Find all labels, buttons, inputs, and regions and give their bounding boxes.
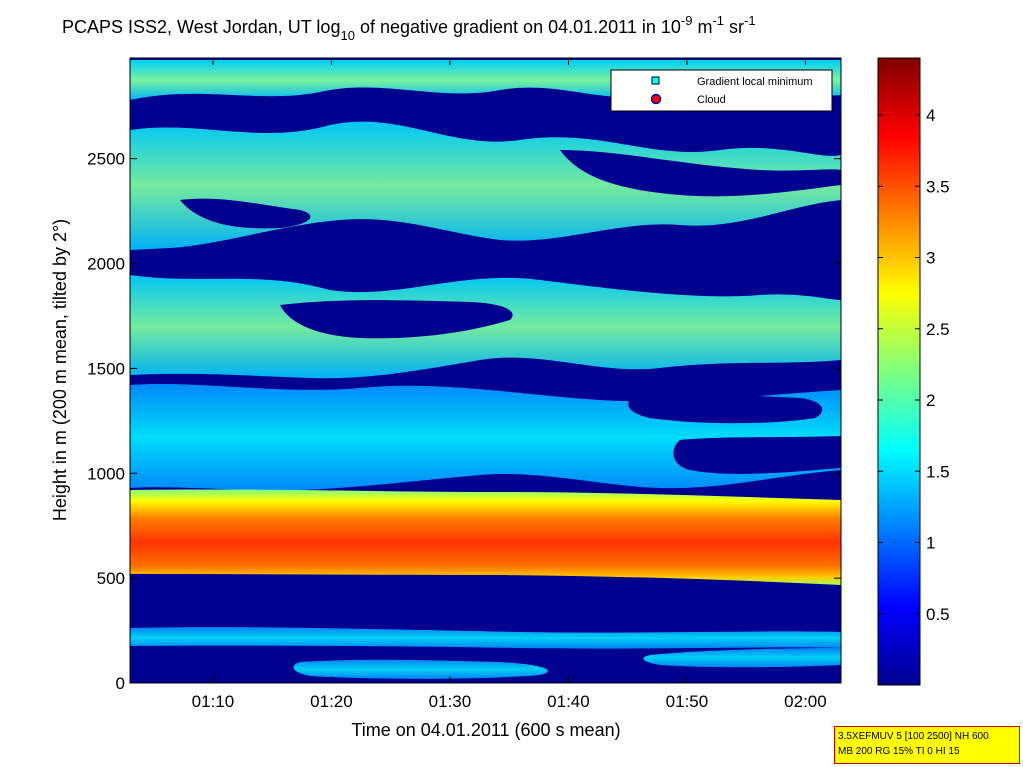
heatmap-gap xyxy=(280,300,513,339)
colorbar-tick-label: 3.5 xyxy=(926,177,950,196)
y-tick-label: 500 xyxy=(97,569,125,588)
x-tick-label: 01:30 xyxy=(429,692,472,711)
heatmap-strong-band xyxy=(130,489,841,585)
chart-title: PCAPS ISS2, West Jordan, UT log10 of neg… xyxy=(62,13,756,43)
y-axis-label: Height in m (200 m mean, tilted by 2°) xyxy=(50,219,70,521)
colorbar-tick-label: 1.5 xyxy=(926,462,950,481)
legend-box xyxy=(610,69,833,112)
heatmap-layer-middle xyxy=(130,275,841,379)
heatmap-plot xyxy=(130,58,841,683)
x-tick-label: 01:10 xyxy=(192,692,235,711)
colorbar-tick-label: 1 xyxy=(926,534,935,553)
heatmap-gap xyxy=(560,150,841,197)
x-tick-label: 01:20 xyxy=(310,692,353,711)
legend-label-gradient: Gradient local minimum xyxy=(697,76,813,88)
colorbar-tick-label: 4 xyxy=(926,106,935,125)
colorbar-tick-label: 2 xyxy=(926,391,935,410)
legend-marker-circle xyxy=(650,93,662,105)
x-tick-label: 01:50 xyxy=(666,692,709,711)
x-tick-label: 01:40 xyxy=(547,692,590,711)
y-axis: 0 500 1000 1500 2000 2500 xyxy=(87,150,841,693)
y-tick-label: 2000 xyxy=(87,255,125,274)
y-tick-label: 1500 xyxy=(87,359,125,378)
y-tick-label: 2500 xyxy=(87,150,125,169)
heatmap-layer-ground xyxy=(643,648,841,668)
colorbar-gradient xyxy=(877,57,921,686)
heatmap-layer-low xyxy=(130,627,841,649)
plot-frame xyxy=(129,57,842,684)
legend: Gradient local minimum Cloud xyxy=(610,69,833,112)
colorbar: 0.5 1 1.5 2 2.5 3 3.5 4 xyxy=(877,57,950,686)
heatmap-layer-ground xyxy=(293,659,548,679)
heatmap-gap xyxy=(673,436,841,474)
y-tick-label: 1000 xyxy=(87,464,125,483)
x-axis-label: Time on 04.01.2011 (600 s mean) xyxy=(351,720,620,740)
heatmap-gap xyxy=(180,198,311,229)
info-line-1: 3.5XEFMUV 5 [100 2500] NH 600 xyxy=(838,731,989,742)
colorbar-tick-label: 0.5 xyxy=(926,605,950,624)
info-line-2: MB 200 RG 15% TI 0 HI 15 xyxy=(838,746,960,757)
info-box: 3.5XEFMUV 5 [100 2500] NH 600 MB 200 RG … xyxy=(834,726,1020,764)
x-axis: 01:10 01:20 01:30 01:40 01:50 02:00 xyxy=(192,58,827,711)
y-tick-label: 0 xyxy=(116,674,125,693)
colorbar-tick-label: 2.5 xyxy=(926,320,950,339)
x-tick-label: 02:00 xyxy=(784,692,827,711)
heatmap-gap xyxy=(628,394,823,424)
colorbar-ticks: 0.5 1 1.5 2 2.5 3 3.5 4 xyxy=(878,106,950,624)
legend-marker-square xyxy=(651,76,660,85)
colorbar-tick-label: 3 xyxy=(926,249,935,268)
legend-label-cloud: Cloud xyxy=(697,94,726,106)
